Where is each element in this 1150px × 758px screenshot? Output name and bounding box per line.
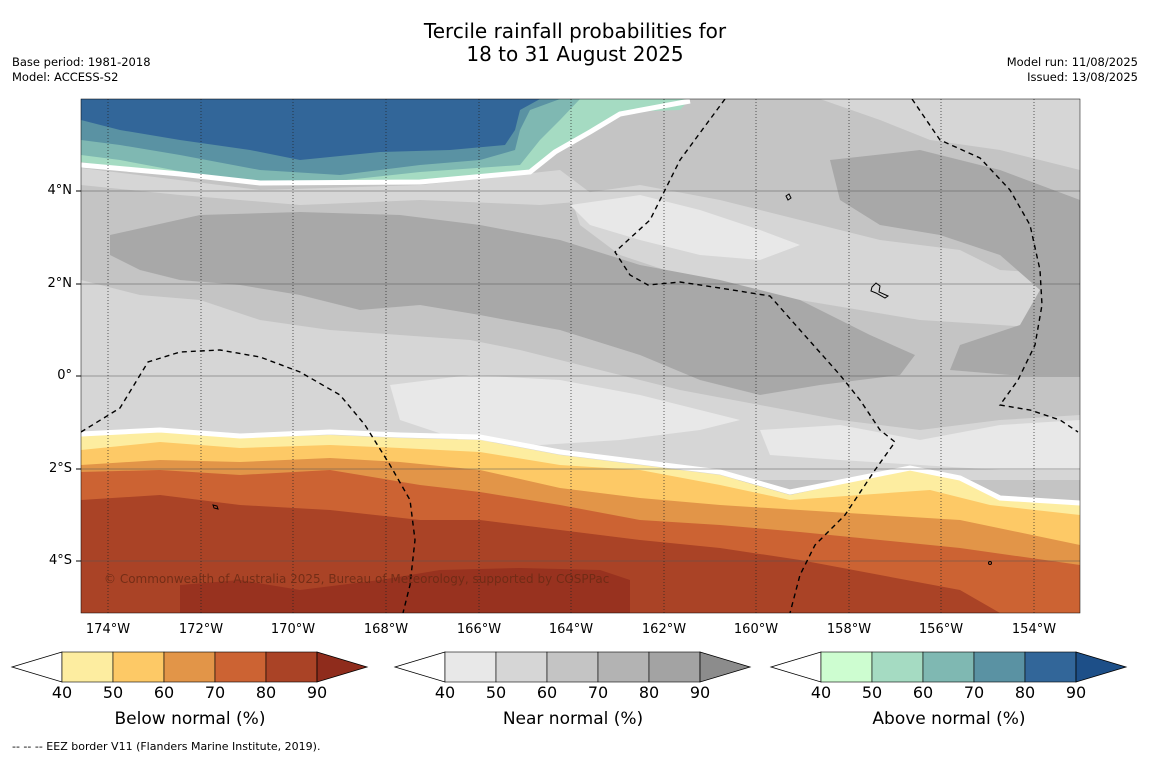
colorbar-below-segment xyxy=(163,651,216,683)
colorbar-above-segment xyxy=(1024,651,1077,683)
colorbar-above-tick: 50 xyxy=(861,683,883,702)
colorbar-below-tick: 60 xyxy=(153,683,175,702)
colorbar-near-tick: 50 xyxy=(485,683,507,702)
colorbar-near-segment xyxy=(648,651,701,683)
colorbar-near-tick: 40 xyxy=(434,683,456,702)
colorbar-below-segment xyxy=(61,651,114,683)
colorbar-near-tick: 90 xyxy=(689,683,711,702)
island-kiritimati xyxy=(870,282,890,299)
near-normal-50-region-ne xyxy=(820,99,1080,170)
below-normal-80-region xyxy=(81,495,1000,613)
near-normal-40-region-east xyxy=(760,420,1080,470)
map-frame xyxy=(80,98,1081,614)
colorbars xyxy=(10,651,1128,683)
model-name: Model: ACCESS-S2 xyxy=(12,70,119,84)
colorbar-near-min-extension xyxy=(393,651,446,683)
colorbar-near-max-extension xyxy=(699,651,752,683)
eez-footer-note: -- -- -- EEZ border V11 (Flanders Marine… xyxy=(12,740,321,753)
colorbar-below-max-extension xyxy=(316,651,369,683)
colorbar-near-segment xyxy=(597,651,650,683)
colorbar-below-segment xyxy=(214,651,267,683)
meta-right: Model run: 11/08/2025 Issued: 13/08/2025 xyxy=(1007,55,1138,85)
colorbar-near-tick: 60 xyxy=(536,683,558,702)
eez-border-phoenix xyxy=(81,349,416,613)
lon-label: 156°W xyxy=(918,622,964,637)
lon-label: 168°W xyxy=(363,622,409,637)
near-normal-50-region-nw xyxy=(81,168,600,205)
colorbar-above-segment xyxy=(973,651,1026,683)
colorbar-near-segment xyxy=(546,651,599,683)
colorbar-near-segment xyxy=(495,651,548,683)
colorbar-above-max-extension xyxy=(1075,651,1128,683)
colorbar-above-tick: 40 xyxy=(810,683,832,702)
boundary-strip-north xyxy=(81,99,691,186)
colorbar-below-tick: 40 xyxy=(51,683,73,702)
colorbar-below-segment xyxy=(265,651,318,683)
below-normal-90-region xyxy=(180,568,630,613)
lon-label: 166°W xyxy=(456,622,502,637)
colorbar-below-tick: 90 xyxy=(306,683,328,702)
lat-label: 4°N xyxy=(47,183,73,198)
colorbar-below-tick: 80 xyxy=(255,683,277,702)
lon-label: 160°W xyxy=(733,622,779,637)
colorbar-below-min-extension xyxy=(10,651,63,683)
near-normal-70-band-ne xyxy=(830,150,1080,375)
base-period: Base period: 1981-2018 xyxy=(12,55,151,69)
model-run: Model run: 11/08/2025 xyxy=(1006,55,1138,69)
colorbar-below-tick: 70 xyxy=(204,683,226,702)
colorbar-below-title: Below normal (%) xyxy=(114,709,266,729)
colorbar-above-tick: 60 xyxy=(912,683,934,702)
island-small-3 xyxy=(988,561,992,565)
colorbar-above-title: Above normal (%) xyxy=(872,709,1026,729)
above-normal-80-region xyxy=(81,99,540,160)
issued-date: Issued: 13/08/2025 xyxy=(1027,70,1138,84)
title-line-1: Tercile rainfall probabilities for xyxy=(423,19,727,43)
colorbar-below-segment xyxy=(112,651,165,683)
lon-label: 170°W xyxy=(270,622,316,637)
copyright-notice: © Commonwealth of Australia 2025, Bureau… xyxy=(104,572,610,586)
islands xyxy=(212,193,992,565)
lat-label: 4°S xyxy=(48,553,72,568)
near-normal-40-region xyxy=(390,375,740,445)
colorbar-above-tick: 90 xyxy=(1065,683,1087,702)
eez-border-tokelau xyxy=(614,99,896,613)
eez-borders xyxy=(81,99,1079,613)
island-small-1 xyxy=(785,193,792,201)
axis-ticks xyxy=(76,190,81,562)
lat-label: 2°N xyxy=(47,276,73,291)
lon-label: 174°W xyxy=(85,622,131,637)
map-title: Tercile rainfall probabilities for 18 to… xyxy=(0,20,1150,66)
colorbar-near-tick: 70 xyxy=(587,683,609,702)
lat-label: 0° xyxy=(57,368,72,383)
meta-left: Base period: 1981-2018 Model: ACCESS-S2 xyxy=(12,55,151,85)
colorbar-near-title: Near normal (%) xyxy=(502,709,644,729)
colorbar-above-tick: 70 xyxy=(963,683,985,702)
title-line-2: 18 to 31 August 2025 xyxy=(466,42,684,66)
boundary-strip-south xyxy=(81,427,1080,506)
lon-label: 162°W xyxy=(641,622,687,637)
colorbar-above-segment xyxy=(871,651,924,683)
island-small-2 xyxy=(212,504,219,510)
colorbar-above-segment xyxy=(922,651,975,683)
lon-label: 172°W xyxy=(178,622,224,637)
eez-border-line-islands xyxy=(911,99,1079,433)
colorbar-above-segment xyxy=(820,651,873,683)
near-normal-70-band xyxy=(110,212,915,395)
colorbar-above-min-extension xyxy=(769,651,822,683)
lon-label: 154°W xyxy=(1011,622,1057,637)
colorbar-near-tick: 80 xyxy=(638,683,660,702)
colorbar-below-tick: 50 xyxy=(102,683,124,702)
colorbar-above-tick: 80 xyxy=(1014,683,1036,702)
lat-label: 2°S xyxy=(48,461,72,476)
lon-label: 158°W xyxy=(826,622,872,637)
map-field xyxy=(81,99,1080,613)
lon-label: 164°W xyxy=(548,622,594,637)
map-gridlines xyxy=(81,190,1080,562)
colorbar-near-segment xyxy=(444,651,497,683)
near-normal-40-region-north xyxy=(570,195,800,260)
